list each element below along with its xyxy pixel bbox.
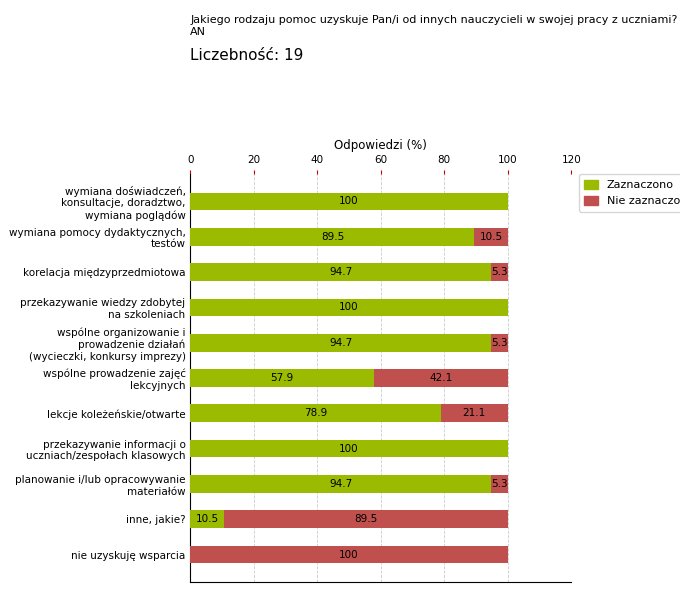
Bar <box>441 404 508 422</box>
Bar <box>190 334 491 352</box>
Text: 5.3: 5.3 <box>491 479 508 489</box>
X-axis label: Odpowiedzi (%): Odpowiedzi (%) <box>335 139 427 152</box>
Text: 100: 100 <box>339 196 359 206</box>
Bar <box>475 228 508 245</box>
Text: Liczebność: 19: Liczebność: 19 <box>190 48 304 63</box>
Text: 100: 100 <box>339 550 359 560</box>
Text: 100: 100 <box>339 302 359 313</box>
Text: 10.5: 10.5 <box>479 232 503 242</box>
Text: AN: AN <box>190 27 207 37</box>
Bar <box>190 546 508 563</box>
Bar <box>190 369 374 387</box>
Text: 89.5: 89.5 <box>354 514 377 524</box>
Bar <box>491 334 508 352</box>
Text: 10.5: 10.5 <box>195 514 219 524</box>
Bar <box>491 475 508 493</box>
Bar <box>190 440 508 457</box>
Bar <box>190 299 508 316</box>
Bar <box>374 369 508 387</box>
Bar <box>224 511 508 528</box>
Bar <box>190 404 441 422</box>
Bar <box>190 228 475 245</box>
Bar <box>491 263 508 281</box>
Bar <box>190 193 508 210</box>
Text: 94.7: 94.7 <box>329 479 352 489</box>
Text: 100: 100 <box>339 443 359 454</box>
Text: 94.7: 94.7 <box>329 267 352 277</box>
Bar <box>190 511 224 528</box>
Bar <box>190 475 491 493</box>
Text: 57.9: 57.9 <box>271 373 294 383</box>
Text: 94.7: 94.7 <box>329 338 352 347</box>
Legend: Zaznaczono, Nie zaznaczono: Zaznaczono, Nie zaznaczono <box>579 174 680 212</box>
Text: Jakiego rodzaju pomoc uzyskuje Pan/i od innych nauczycieli w swojej pracy z uczn: Jakiego rodzaju pomoc uzyskuje Pan/i od … <box>190 15 678 25</box>
Text: 5.3: 5.3 <box>491 338 508 347</box>
Text: 89.5: 89.5 <box>321 232 344 242</box>
Bar <box>190 263 491 281</box>
Text: 78.9: 78.9 <box>304 409 327 418</box>
Text: 42.1: 42.1 <box>429 373 453 383</box>
Text: 21.1: 21.1 <box>462 409 486 418</box>
Text: 5.3: 5.3 <box>491 267 508 277</box>
